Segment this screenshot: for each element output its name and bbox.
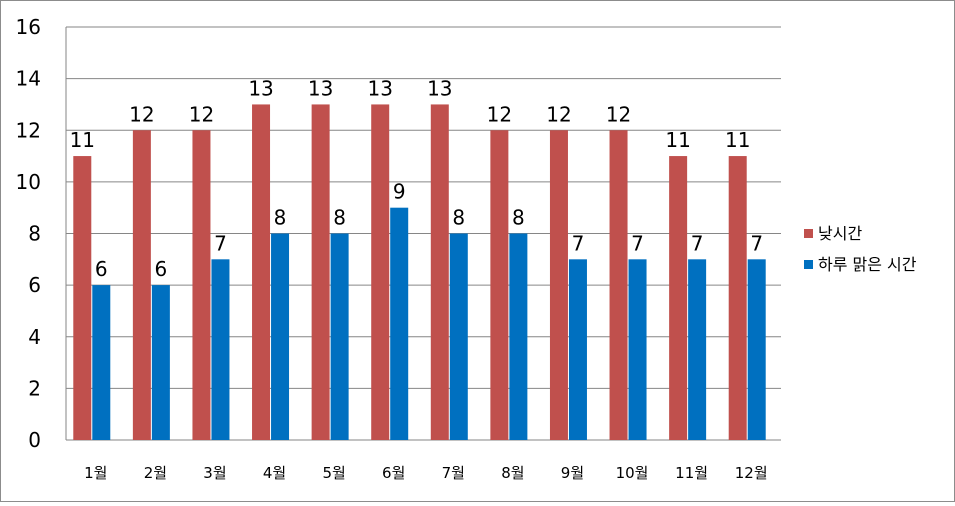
bar [430,104,449,440]
y-tick-label: 0 [28,428,41,452]
y-tick-label: 16 [16,15,41,39]
x-tick-label: 11월 [675,464,708,482]
data-label: 7 [572,231,585,255]
bar [271,233,290,440]
data-label: 8 [452,206,465,230]
x-tick-label: 8월 [501,464,524,482]
data-label: 12 [189,102,214,126]
bar [151,285,170,440]
bar [73,156,92,440]
bar [568,259,587,440]
bar [609,130,628,440]
legend-swatch [804,260,813,269]
data-label: 8 [274,206,287,230]
x-tick-label: 5월 [322,464,345,482]
bar [628,259,647,440]
y-tick-label: 8 [28,222,41,246]
bar [211,259,230,440]
data-labels: 11 6 12 6 12 7 13 8 13 8 13 9 13 8 12 8 12 7 12 7 11 7 11 7 [70,76,764,281]
x-tick-label: 12월 [735,464,768,482]
x-tick-label: 4월 [263,464,286,482]
bar [92,285,111,440]
data-label: 11 [70,128,95,152]
y-tick-label: 6 [28,273,41,297]
data-label: 13 [367,76,392,100]
bars [73,104,766,440]
bar [390,207,409,440]
bar [747,259,766,440]
axes: 0 2 4 6 8 10 12 14 16 1월 2월 3월 4월 5월 6월 7월 8월 9월 10월 11월 12월 [16,15,768,482]
x-tick-label: 7월 [442,464,465,482]
legend-label: 하루 맑은 시간 [818,255,917,274]
bar [192,130,211,440]
bar [311,104,330,440]
data-label: 11 [725,128,750,152]
x-tick-label: 2월 [144,464,167,482]
x-tick-label: 1월 [84,464,107,482]
data-label: 13 [427,76,452,100]
bar [688,259,707,440]
bar [728,156,747,440]
data-label: 13 [248,76,273,100]
data-label: 7 [214,231,227,255]
bar [449,233,468,440]
data-label: 11 [665,128,690,152]
data-label: 12 [546,102,571,126]
bar [252,104,271,440]
data-label: 9 [393,180,406,204]
x-tick-label: 10월 [616,464,649,482]
data-label: 8 [333,206,346,230]
legend-label: 낮시간 [818,224,862,243]
data-label: 6 [95,257,108,281]
data-label: 7 [691,231,704,255]
bar [669,156,688,440]
data-label: 6 [155,257,168,281]
data-label: 13 [308,76,333,100]
bar [490,130,509,440]
bar [509,233,528,440]
gridlines [66,26,781,441]
x-tick-label: 6월 [382,464,405,482]
data-label: 12 [487,102,512,126]
bar [549,130,568,440]
y-tick-label: 12 [16,118,41,142]
legend-swatch [804,229,813,238]
y-tick-label: 2 [28,376,41,400]
data-label: 12 [129,102,154,126]
y-tick-label: 4 [28,325,41,349]
data-label: 7 [631,231,644,255]
bar [132,130,151,440]
bar [371,104,390,440]
data-label: 12 [606,102,631,126]
bar [330,233,349,440]
x-tick-label: 3월 [203,464,226,482]
x-tick-label: 9월 [561,464,584,482]
data-label: 7 [750,231,763,255]
y-tick-label: 14 [16,67,41,91]
y-tick-label: 10 [16,170,41,194]
data-label: 8 [512,206,525,230]
